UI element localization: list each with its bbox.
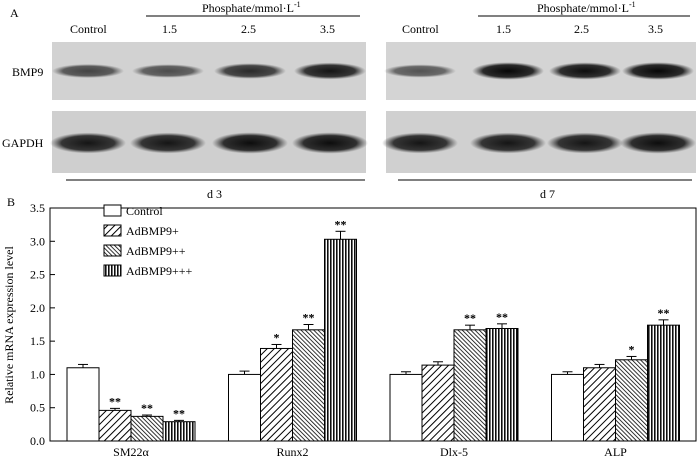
band-bmp9 xyxy=(52,64,124,78)
bar xyxy=(485,327,519,442)
legend-label: AdBMP9+++ xyxy=(126,264,193,278)
band-gapdh xyxy=(547,132,623,154)
band-gapdh xyxy=(130,132,206,154)
significance-label: ** xyxy=(303,311,315,325)
column-label-control-d7: Control xyxy=(402,22,439,36)
time-label-d3: d 3 xyxy=(207,187,222,201)
y-axis-label: Relative mRNA expression level xyxy=(2,246,16,404)
bar xyxy=(162,421,196,442)
significance-label: ** xyxy=(173,406,185,420)
significance-label: ** xyxy=(335,217,347,231)
band-bmp9 xyxy=(294,62,366,80)
panel-a-label: A xyxy=(10,6,19,20)
significance-label: * xyxy=(274,330,280,344)
bar xyxy=(260,347,293,442)
band-gapdh xyxy=(382,132,458,154)
bar xyxy=(66,367,100,442)
band-bmp9 xyxy=(132,64,204,78)
band-gapdh xyxy=(620,132,696,154)
column-label-3-5-d7: 3.5 xyxy=(648,22,663,36)
bar xyxy=(551,373,584,442)
y-tick-label: 2.5 xyxy=(30,268,45,282)
panel-a-western-blot: A Control Phosphate/mmol·L-1 1.5 2.5 3.5… xyxy=(2,0,696,201)
panel-b-bar-chart: B Relative mRNA expression level 0.0 0.5 1… xyxy=(2,195,697,459)
significance-label: ** xyxy=(464,311,476,325)
x-tick-label: Runx2 xyxy=(276,445,308,459)
column-label-2-5-d3: 2.5 xyxy=(241,22,256,36)
bar xyxy=(615,359,648,442)
significance-label: ** xyxy=(496,310,508,324)
bar xyxy=(583,367,616,442)
band-gapdh xyxy=(50,132,126,154)
phosphate-label-d7: Phosphate/mmol·L-1 xyxy=(537,0,636,15)
band-bmp9 xyxy=(549,62,621,80)
bar xyxy=(228,373,261,442)
significance-label: ** xyxy=(109,394,121,408)
legend-label: AdBMP9++ xyxy=(126,244,186,258)
phosphate-label-d3: Phosphate/mmol·L-1 xyxy=(202,0,301,15)
column-label-2-5-d7: 2.5 xyxy=(574,22,589,36)
panel-b-label: B xyxy=(7,195,15,209)
y-tick-label: 2.0 xyxy=(30,301,45,315)
bar xyxy=(647,324,680,442)
band-bmp9 xyxy=(384,64,456,78)
row-label-bmp9: BMP9 xyxy=(12,65,43,79)
y-tick-label: 3.0 xyxy=(30,234,45,248)
x-tick-label: Dlx-5 xyxy=(440,445,468,459)
bar xyxy=(130,415,164,442)
band-gapdh xyxy=(470,132,546,154)
column-label-1-5-d3: 1.5 xyxy=(162,22,177,36)
y-tick-label: 1.5 xyxy=(30,334,45,348)
y-tick-label: 0.0 xyxy=(30,434,45,448)
legend-swatch xyxy=(103,264,122,277)
y-tick-label: 1.0 xyxy=(30,367,45,381)
significance-label: * xyxy=(629,342,635,356)
bar xyxy=(292,329,325,442)
x-tick-label: SM22α xyxy=(113,445,149,459)
blot-bands xyxy=(50,62,696,154)
band-bmp9 xyxy=(472,62,544,80)
chart-axes: 0.0 0.5 1.0 1.5 2.0 2.5 3.0 3.5 SM22α Runx2 Dlx-5 A… xyxy=(30,201,697,459)
legend-swatch xyxy=(103,244,122,257)
chart-legend: Control AdBMP9+ AdBMP9++ AdBMP9+++ xyxy=(103,204,193,278)
bar xyxy=(324,238,357,442)
band-bmp9 xyxy=(214,63,286,79)
plot-frame xyxy=(49,207,697,442)
band-bmp9 xyxy=(622,62,694,80)
legend-label: Control xyxy=(126,204,163,218)
significance-label: ** xyxy=(658,306,670,320)
time-label-d7: d 7 xyxy=(540,187,555,201)
row-label-gapdh: GAPDH xyxy=(2,136,44,150)
column-label-1-5-d7: 1.5 xyxy=(496,22,511,36)
band-gapdh xyxy=(292,132,368,154)
bar xyxy=(421,364,455,442)
column-label-control-d3: Control xyxy=(70,22,107,36)
bar xyxy=(389,373,423,442)
band-gapdh xyxy=(212,132,288,154)
bar xyxy=(98,409,132,442)
legend-label: AdBMP9+ xyxy=(126,224,179,238)
chart-bars: ** ** ********* ***** xyxy=(66,217,680,442)
y-tick-label: 0.5 xyxy=(30,401,45,415)
legend-swatch xyxy=(103,224,122,237)
column-label-3-5-d3: 3.5 xyxy=(320,22,335,36)
significance-label: ** xyxy=(141,401,153,415)
x-tick-label: ALP xyxy=(604,445,627,459)
legend-swatch xyxy=(103,204,122,217)
bar xyxy=(453,329,487,442)
y-tick-label: 3.5 xyxy=(30,201,45,215)
